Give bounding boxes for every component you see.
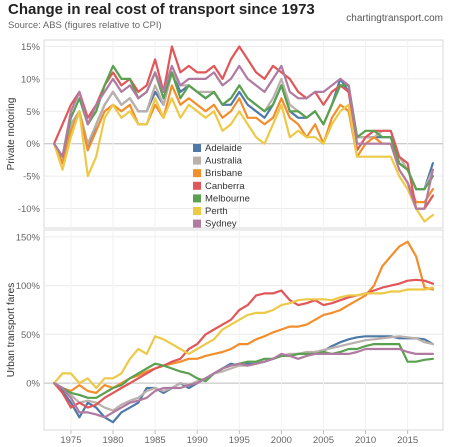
y-tick-label: -5% xyxy=(23,172,40,183)
x-tick-label: 2010 xyxy=(355,435,376,446)
y-tick-label: -10% xyxy=(18,204,41,215)
legend-swatch-adelaide xyxy=(193,144,201,152)
series-line-canberra xyxy=(53,278,434,409)
chart-title: Change in real cost of transport since 1… xyxy=(8,1,315,18)
legend-swatch-brisbane xyxy=(193,169,201,178)
panel-frame xyxy=(43,39,444,229)
legend-label-adelaide: Adelaide xyxy=(205,143,242,154)
legend-label-canberra: Canberra xyxy=(205,181,245,192)
y-tick-label: 15% xyxy=(21,42,41,53)
panel-frame xyxy=(43,229,444,431)
legend-label-melbourne: Melbourne xyxy=(205,193,250,204)
site-credit: chartingtransport.com xyxy=(346,13,443,24)
y-tick-label: 10% xyxy=(21,74,41,85)
x-tick-label: 1975 xyxy=(60,435,81,446)
legend-swatch-canberra xyxy=(193,181,201,190)
y-tick-label: 50% xyxy=(21,330,41,341)
x-tick-label: 1980 xyxy=(102,435,123,446)
panel-fares: 0% 50% 100% 150% Urban transport fares xyxy=(6,229,444,431)
series-line-perth xyxy=(53,97,434,223)
series-line-brisbane xyxy=(53,84,434,204)
y-axis-title: Private motoring xyxy=(6,98,17,171)
series-line-melbourne xyxy=(53,64,434,191)
x-tick-label: 1995 xyxy=(229,435,250,446)
legend-label-brisbane: Brisbane xyxy=(205,168,243,179)
legend-swatch-sydney xyxy=(193,219,201,228)
y-tick-label: 0% xyxy=(26,379,40,390)
x-tick-label: 1990 xyxy=(187,435,208,446)
y-tick-label: 100% xyxy=(16,281,41,292)
chart-subtitle: Source: ABS (figures relative to CPI) xyxy=(8,20,162,31)
legend-label-perth: Perth xyxy=(205,206,228,217)
x-tick-label: 2015 xyxy=(397,435,418,446)
x-tick-label: 2005 xyxy=(313,435,334,446)
legend-label-australia: Australia xyxy=(205,156,243,167)
legend-swatch-australia xyxy=(193,156,201,165)
legend-label-sydney: Sydney xyxy=(205,219,237,230)
x-tick-label: 2000 xyxy=(271,435,292,446)
y-tick-label: 5% xyxy=(26,107,40,118)
series-line-melbourne xyxy=(53,343,434,399)
series-line-perth xyxy=(53,286,434,390)
series-line-australia xyxy=(53,335,434,412)
y-tick-label: 0% xyxy=(26,139,40,150)
legend-swatch-perth xyxy=(193,207,201,215)
panel-private: -10% -5% 0% 5% 10% 15% Private motoring Adelaid… xyxy=(6,39,444,230)
series-line-sydney xyxy=(53,347,434,419)
x-tick-label: 1985 xyxy=(145,435,166,446)
x-axis: 1975 1980 1985 1990 1995 2000 2005 2010 2015 xyxy=(60,430,418,446)
series-line-canberra xyxy=(53,45,434,210)
series-line-sydney xyxy=(53,64,434,210)
y-tick-label: 150% xyxy=(16,232,41,243)
y-axis-title: Urban transport fares xyxy=(6,283,17,378)
legend-swatch-melbourne xyxy=(193,194,201,203)
